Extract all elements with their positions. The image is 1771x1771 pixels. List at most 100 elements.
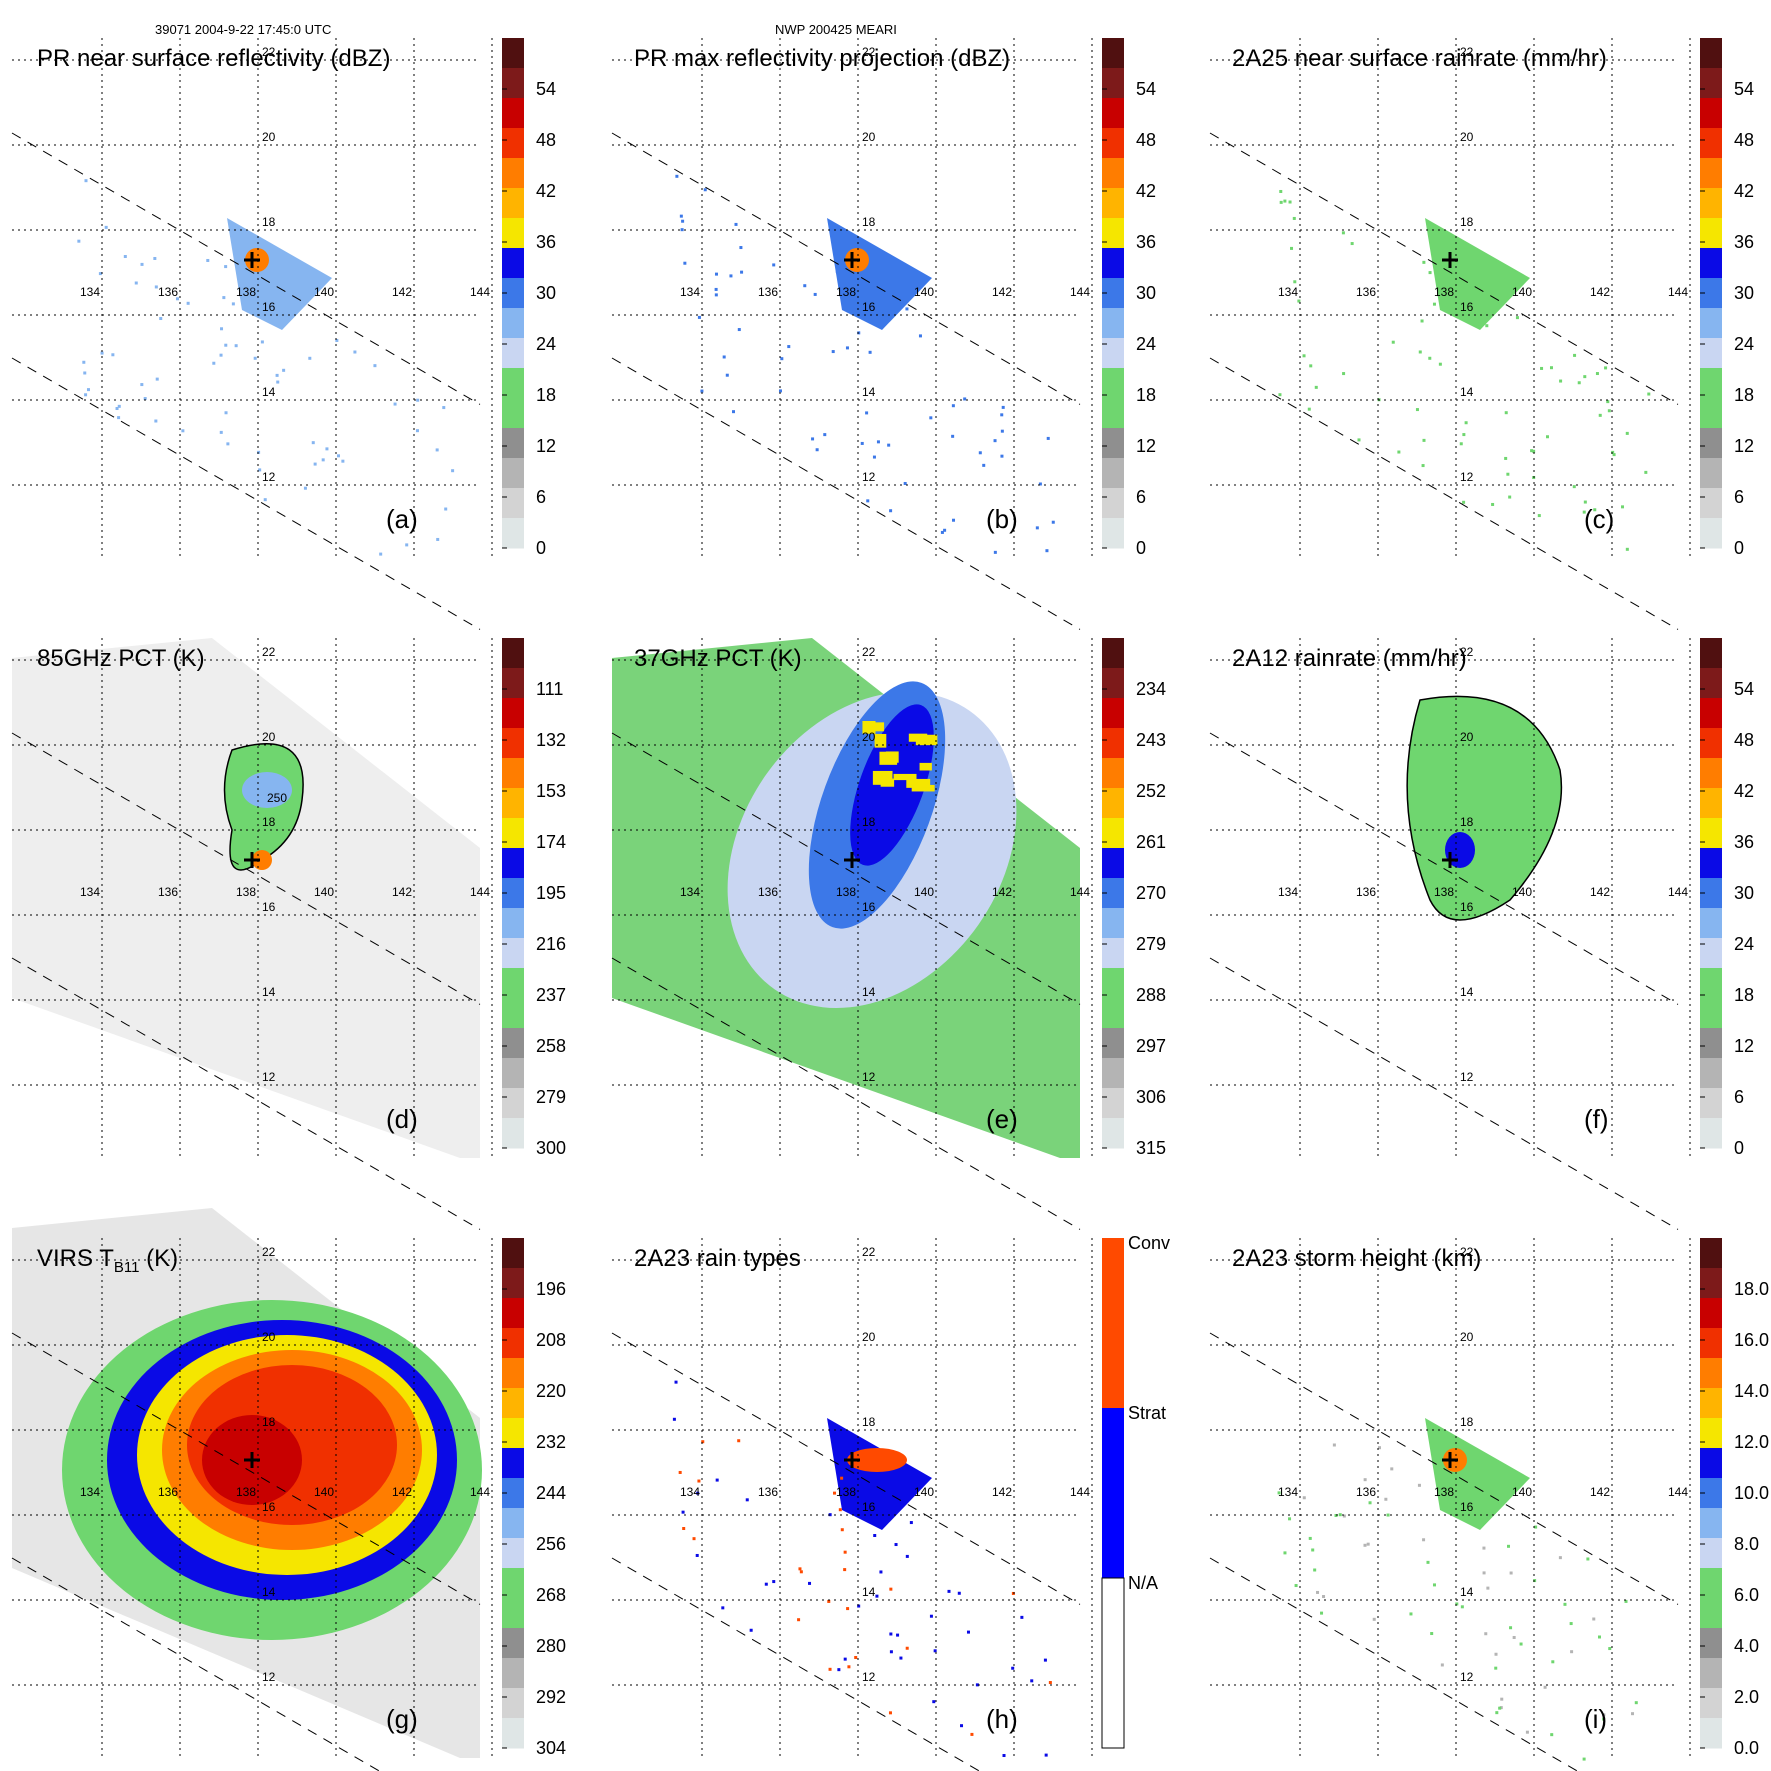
colorbar-tick: 6	[1734, 487, 1744, 507]
echo-pixel	[219, 430, 223, 434]
echo-pixel	[1363, 1543, 1367, 1547]
colorbar-tick: 268	[536, 1585, 566, 1605]
colorbar-tick: 216	[536, 934, 566, 954]
lat-label: 14	[262, 1585, 276, 1599]
colorbar-segment	[502, 278, 524, 309]
lat-label: 16	[1460, 900, 1474, 914]
colorbar-segment	[1102, 218, 1124, 249]
lon-label: 140	[914, 285, 934, 299]
lat-label: 18	[1460, 1415, 1474, 1429]
lat-label: 14	[1460, 385, 1474, 399]
lat-label: 20	[862, 1330, 876, 1344]
colorbar-segment	[502, 458, 524, 489]
panel-title: VIRS TB11 (K)	[37, 1245, 178, 1276]
echo-pixel	[745, 1498, 749, 1502]
echo-pixel	[1338, 1513, 1342, 1517]
echo-pixel	[875, 1594, 879, 1598]
colorbar-segment	[1102, 488, 1124, 519]
colorbar-segment	[1700, 98, 1722, 129]
echo-pixel	[1537, 514, 1541, 518]
colorbar-segment	[1700, 728, 1722, 759]
echo-pixel	[1621, 505, 1625, 509]
pr-echo	[1425, 1418, 1530, 1530]
echo-pixel	[993, 439, 997, 443]
echo-pixel	[798, 1567, 802, 1571]
echo-pixel	[940, 530, 944, 534]
echo-pixel	[155, 377, 159, 381]
echo-pixel	[260, 340, 264, 344]
colorbar-tick: 288	[1136, 985, 1166, 1005]
swath-edge	[611, 1557, 981, 1771]
colorbar-segment	[1102, 1118, 1124, 1149]
lon-label: 142	[392, 285, 412, 299]
echo-pixel	[697, 315, 701, 319]
echo-pixel	[1279, 189, 1283, 193]
panel-e: 134 136 138 140 142 144 22 20 18 16 14 12 37GHz PCT …	[611, 638, 1166, 1230]
colorbar-tick: 36	[536, 232, 556, 252]
echo-pixel	[681, 1510, 685, 1514]
colorbar-segment	[1102, 1058, 1124, 1089]
echo-pixel	[721, 1606, 725, 1610]
lon-label: 138	[1434, 1485, 1454, 1499]
cold-pixel	[874, 733, 887, 748]
lon-label: 144	[1668, 885, 1688, 899]
colorbar-segment	[502, 368, 524, 399]
echo-pixel	[835, 269, 839, 273]
echo-pixel	[1459, 442, 1463, 446]
echo-pixel	[253, 356, 257, 360]
lat-label: 22	[862, 645, 876, 659]
panel-a: 134 136 138 140 142 144 22 20 18 16 14 12 PR near su…	[11, 38, 556, 630]
echo-pixel	[258, 468, 262, 472]
echo-pixel	[1283, 199, 1287, 203]
echo-pixel	[772, 263, 776, 267]
colorbar-tick: 0	[1734, 1138, 1744, 1158]
colorbar-segment	[502, 1478, 524, 1509]
colorbar-tick: 256	[536, 1534, 566, 1554]
colorbar-segment	[1700, 698, 1722, 729]
colorbar-tick: 18.0	[1734, 1279, 1769, 1299]
echo-pixel	[1342, 372, 1346, 376]
echo-pixel	[1308, 1536, 1312, 1540]
echo-pixel	[82, 360, 86, 364]
echo-pixel	[1484, 1632, 1488, 1636]
colorbar-segment	[1700, 1328, 1722, 1359]
echo-pixel	[154, 285, 158, 289]
echo-pixel	[84, 179, 88, 183]
colorbar-segment	[1700, 1568, 1722, 1599]
echo-pixel	[1577, 381, 1581, 385]
echo-pixel	[154, 419, 158, 423]
lat-label: 20	[1460, 130, 1474, 144]
echo-pixel	[1477, 322, 1481, 326]
lon-label: 134	[80, 1485, 100, 1499]
echo-pixel	[843, 1568, 847, 1572]
echo-pixel	[888, 1711, 892, 1715]
cold-pixel	[872, 770, 893, 785]
cold-pixel	[915, 734, 938, 746]
colorbar: 54 48 42 36 30 24 18 12 6 0	[1700, 638, 1754, 1158]
echo-pixel	[117, 416, 121, 420]
colorbar-tick: 153	[536, 781, 566, 801]
echo-pixel	[224, 343, 228, 347]
swath-edge	[611, 732, 1081, 1005]
echo-pixel	[1048, 1681, 1052, 1685]
echo-pixel	[703, 188, 707, 192]
lon-label: 140	[314, 285, 334, 299]
colorbar-segment	[502, 1238, 524, 1269]
colorbar-tick: 42	[536, 181, 556, 201]
colorbar-segment	[1102, 968, 1124, 999]
colorbar-tick: 6	[1734, 1087, 1744, 1107]
pr-echo	[227, 218, 332, 330]
echo-pixel	[263, 498, 267, 502]
echo-pixel	[1508, 495, 1512, 499]
echo-pixel	[1634, 1701, 1638, 1705]
echo-pixel	[1334, 1514, 1338, 1518]
lon-label: 136	[1356, 1485, 1376, 1499]
echo-pixel	[1043, 1658, 1047, 1662]
cold-core	[242, 772, 292, 808]
colorbar-tick: 297	[1136, 1036, 1166, 1056]
echo-pixel	[436, 537, 440, 541]
echo-pixel	[143, 397, 147, 401]
echo-pixel	[275, 373, 279, 377]
echo-pixel	[140, 383, 144, 387]
